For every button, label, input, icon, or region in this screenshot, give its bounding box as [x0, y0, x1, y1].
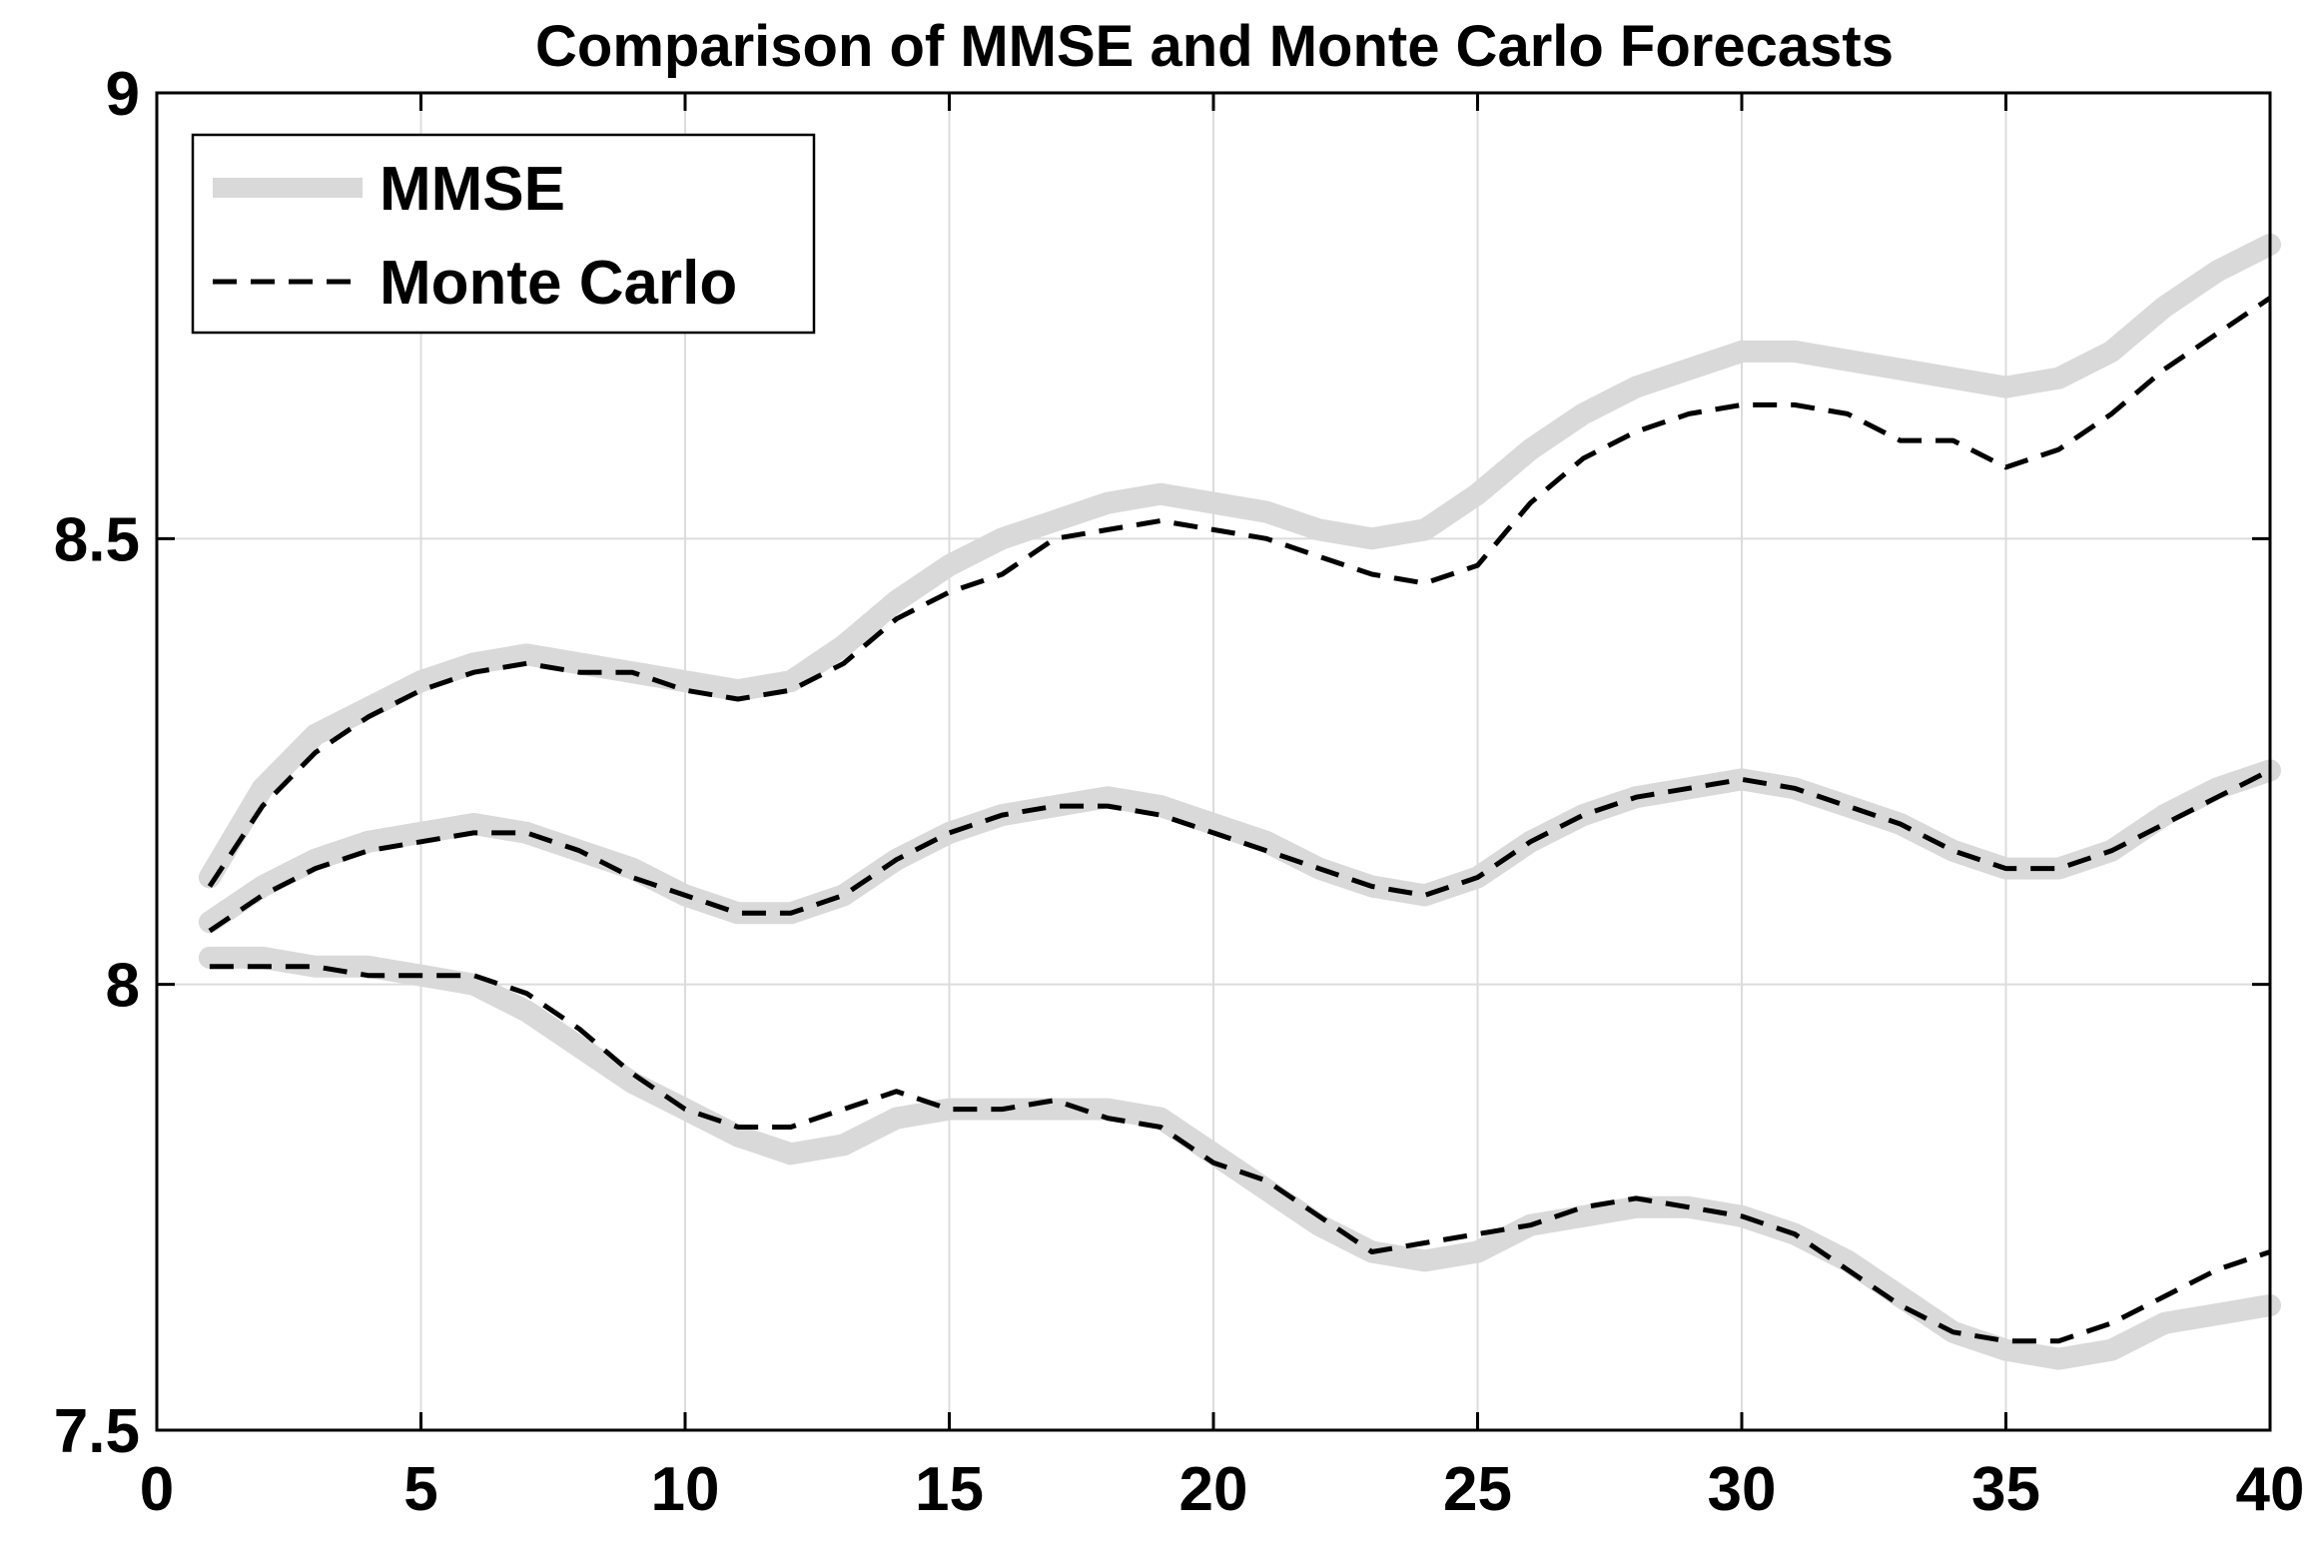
monte-carlo-upper-line — [207, 296, 2272, 888]
x-tick-label: 20 — [1179, 1455, 1248, 1524]
x-tick-label: 30 — [1708, 1455, 1777, 1524]
x-tick-label: 15 — [915, 1455, 984, 1524]
x-tick-label: 40 — [2236, 1455, 2305, 1524]
mmse-upper-line — [198, 233, 2281, 889]
grid-lines — [157, 93, 2270, 1430]
x-tick-label: 0 — [140, 1455, 174, 1524]
mmse-lower-line — [198, 946, 2281, 1370]
legend-monte-carlo-label: Monte Carlo — [380, 249, 737, 318]
legend-mmse-label: MMSE — [380, 155, 565, 224]
chart-title: Comparison of MMSE and Monte Carlo Forec… — [535, 14, 1894, 79]
series-lines — [198, 233, 2281, 1370]
x-tick-label: 10 — [651, 1455, 720, 1524]
axis-ticks: 0 5 10 15 20 25 30 35 40 7.5 8 8.5 9 — [54, 60, 2305, 1524]
y-tick-label: 8 — [106, 952, 140, 1021]
y-tick-label: 9 — [106, 60, 140, 129]
monte-carlo-middle-line — [208, 768, 2272, 934]
y-tick-label: 8.5 — [54, 505, 140, 574]
legend-box — [191, 133, 816, 335]
x-tick-label: 25 — [1443, 1455, 1512, 1524]
y-tick-label: 7.5 — [54, 1397, 140, 1466]
x-tick-label: 35 — [1971, 1455, 2040, 1524]
monte-carlo-lower-line — [209, 964, 2271, 1344]
x-tick-label: 5 — [403, 1455, 437, 1524]
legend: MMSE Monte Carlo — [191, 133, 816, 335]
